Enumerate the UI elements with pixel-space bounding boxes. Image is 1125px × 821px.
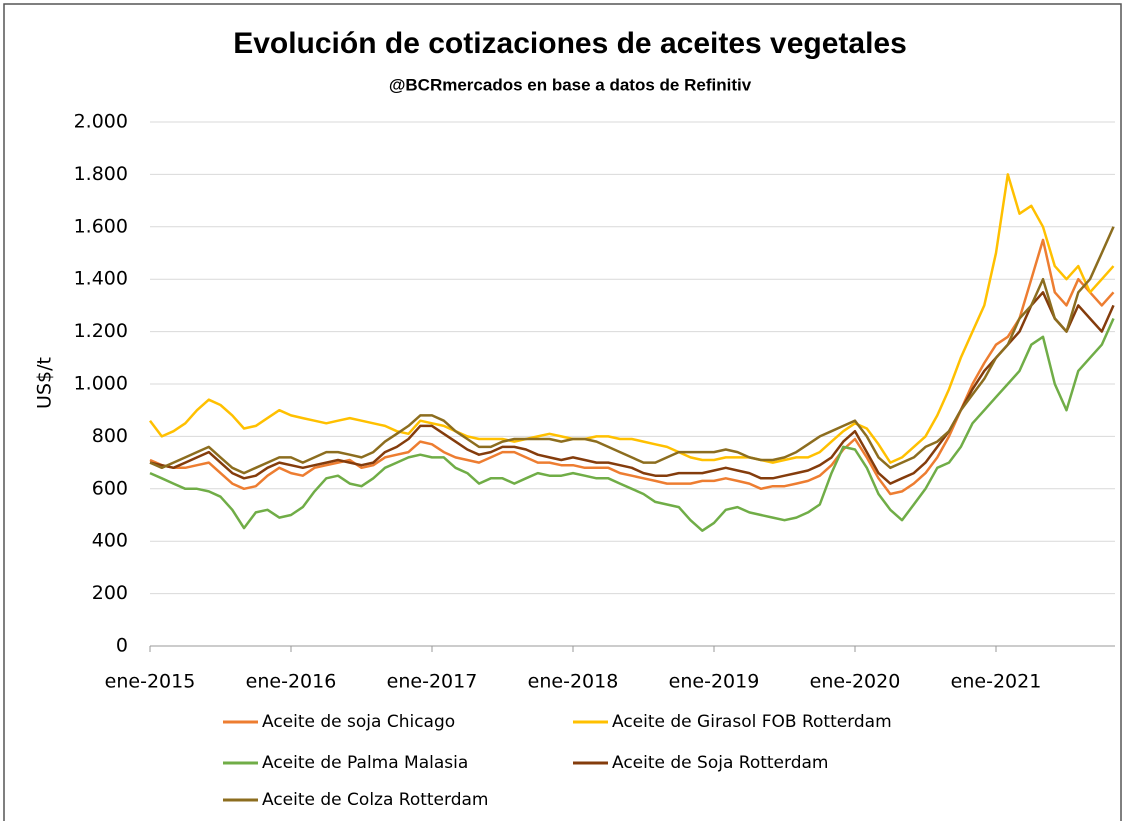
series-line	[149, 238, 1115, 496]
y-tick-label: 1.800	[74, 163, 128, 185]
x-tick-label: ene-2016	[246, 671, 337, 693]
y-tick-label: 600	[92, 477, 128, 499]
y-tick-label: 1.200	[74, 320, 128, 342]
y-tick-label: 1.400	[74, 268, 128, 290]
x-tick-label: ene-2021	[951, 671, 1042, 693]
legend-label: Aceite de Palma Malasia	[262, 753, 468, 773]
y-tick-label: 400	[92, 530, 128, 552]
x-tick-label: ene-2020	[810, 671, 901, 693]
legend-label: Aceite de Soja Rotterdam	[612, 753, 828, 773]
x-tick-label: ene-2019	[669, 671, 760, 693]
y-tick-label: 2.000	[74, 111, 128, 133]
series-line	[149, 226, 1115, 475]
chart-border	[3, 3, 1122, 821]
y-axis-label: US$/t	[34, 357, 56, 409]
y-tick-label: 200	[92, 582, 128, 604]
chart-title: Evolución de cotizaciones de aceites veg…	[233, 27, 907, 60]
series-line	[149, 317, 1115, 532]
y-tick-label: 0	[116, 635, 128, 657]
x-tick-label: ene-2018	[528, 671, 619, 693]
legend-label: Aceite de Colza Rotterdam	[262, 790, 488, 810]
y-tick-label: 1.600	[74, 215, 128, 237]
x-tick-label: ene-2017	[387, 671, 478, 693]
y-tick-label: 800	[92, 425, 128, 447]
x-tick-label: ene-2015	[105, 671, 196, 693]
legend-label: Aceite de Girasol FOB Rotterdam	[612, 712, 892, 732]
series-line	[149, 173, 1115, 464]
chart-subtitle: @BCRmercados en base a datos de Refiniti…	[389, 75, 752, 94]
legend-label: Aceite de soja Chicago	[262, 712, 455, 732]
y-tick-label: 1.000	[74, 373, 128, 395]
